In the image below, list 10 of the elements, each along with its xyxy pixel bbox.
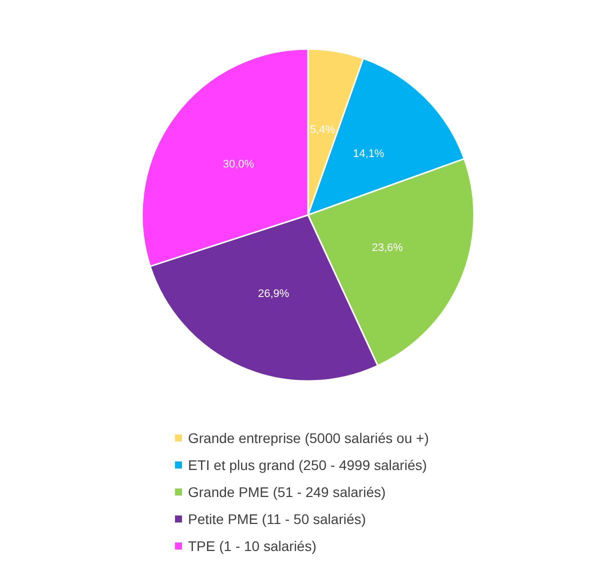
legend-label: Petite PME (11 - 50 salariés) bbox=[188, 511, 366, 527]
data-label: 23,6% bbox=[372, 242, 404, 254]
legend-label: Grande PME (51 - 249 salariés) bbox=[188, 484, 386, 500]
data-label: 30,0% bbox=[222, 158, 254, 170]
data-label: 26,9% bbox=[258, 288, 290, 300]
legend-label: ETI et plus grand (250 - 4999 salariés) bbox=[188, 457, 427, 473]
legend-label: TPE (1 - 10 salariés) bbox=[188, 538, 316, 554]
data-label: 14,1% bbox=[353, 148, 384, 160]
legend-label: Grande entreprise (5000 salariés ou +) bbox=[188, 430, 429, 446]
data-label: 5,4% bbox=[310, 124, 336, 136]
